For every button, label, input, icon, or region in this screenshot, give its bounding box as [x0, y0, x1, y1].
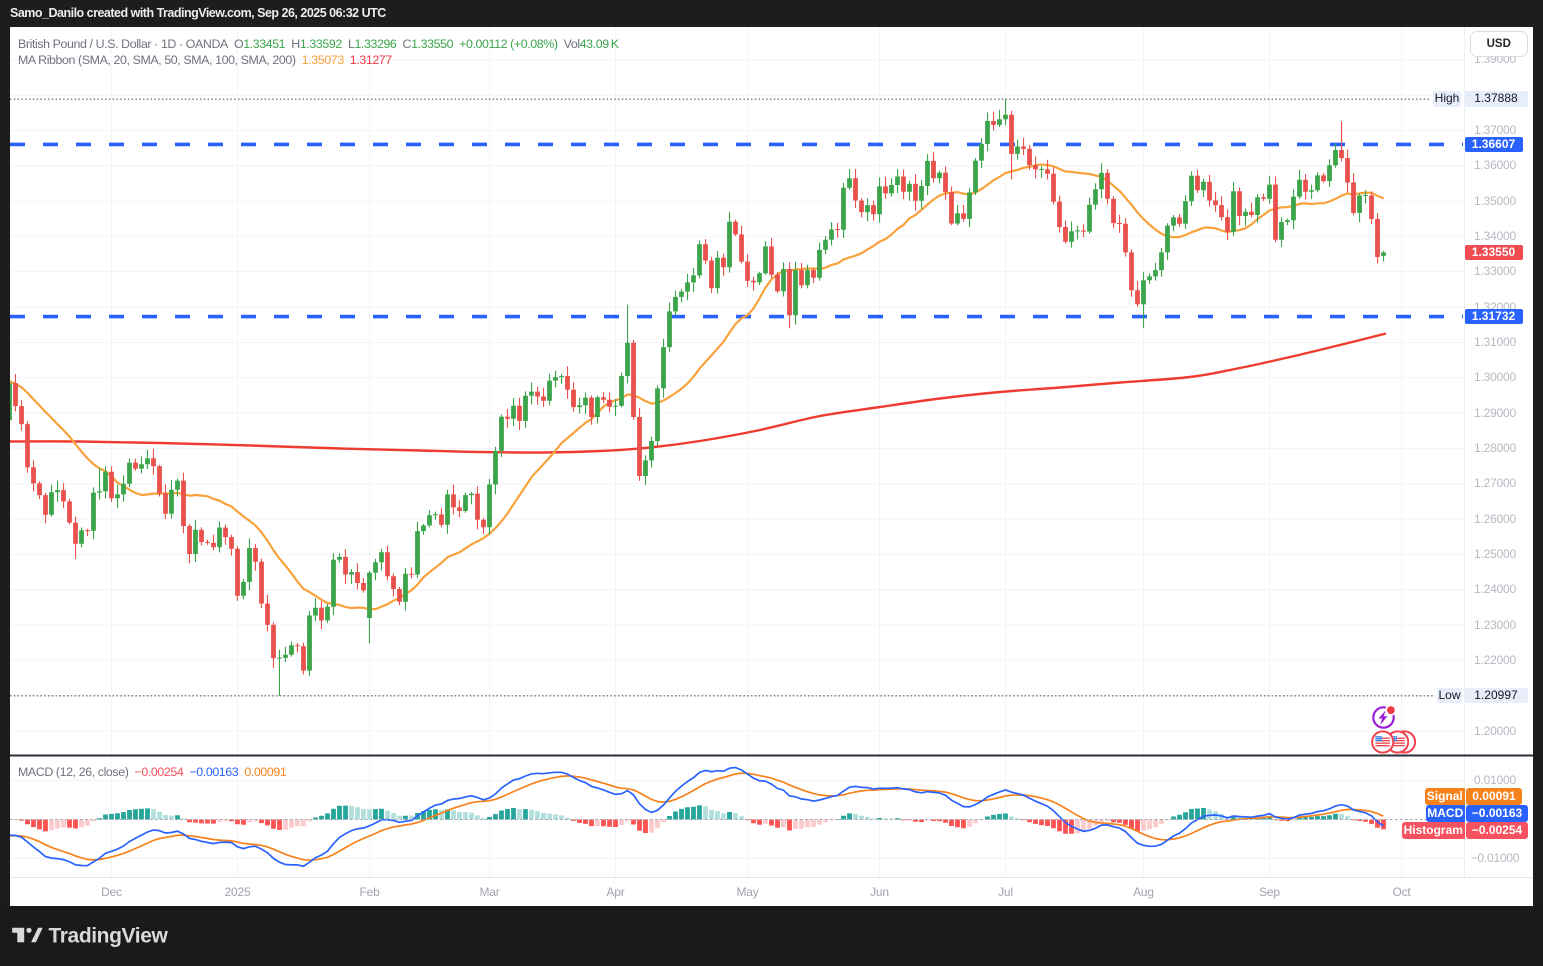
svg-text:TradingView: TradingView: [49, 925, 169, 948]
